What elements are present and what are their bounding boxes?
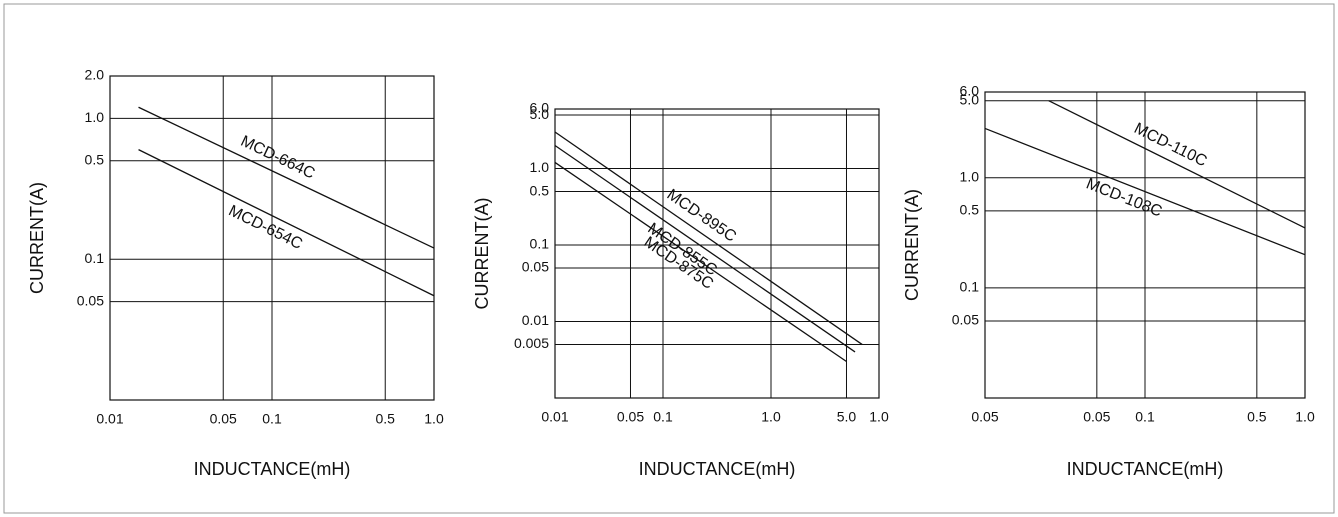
x-tick-label: 1.0: [1295, 409, 1315, 425]
x-tick-label: 1.0: [424, 411, 444, 427]
x-tick-label: 0.5: [1247, 409, 1267, 425]
series-label: MCD-110C: [1131, 120, 1209, 170]
y-tick-label: 6.0: [530, 100, 550, 116]
x-tick-label: 1.0: [869, 409, 889, 425]
x-tick-label: 0.05: [210, 411, 237, 427]
y-tick-label: 5.0: [960, 91, 980, 107]
y-tick-label: 0.05: [77, 292, 104, 308]
y-tick-label: 0.005: [514, 335, 549, 351]
y-tick-label: 0.1: [960, 279, 980, 295]
series-line: [554, 131, 863, 346]
x-axis-title: INDUCTANCE(mH): [639, 459, 796, 479]
series-line: [984, 127, 1306, 256]
x-tick-label: 0.01: [541, 409, 568, 425]
y-axis-title: CURRENT(A): [902, 189, 922, 301]
x-tick-label: 0.05: [617, 409, 644, 425]
series-line: [554, 144, 856, 353]
y-axis-title: CURRENT(A): [27, 182, 47, 294]
x-axis-title: INDUCTANCE(mH): [194, 459, 351, 479]
x-tick-label: 0.05: [1083, 409, 1110, 425]
series-label: MCD-108C: [1084, 175, 1165, 220]
x-tick-label: 0.01: [96, 411, 123, 427]
y-tick-label: 0.5: [85, 151, 105, 167]
plot-area: [554, 108, 880, 399]
y-tick-label: 0.5: [530, 182, 550, 198]
y-tick-label: 5.0: [530, 106, 550, 122]
x-tick-label: 0.5: [375, 411, 395, 427]
y-tick-label: 0.1: [530, 236, 550, 252]
x-tick-label: 0.05: [971, 409, 998, 425]
x-tick-label: 0.1: [262, 411, 282, 427]
y-tick-label: 2.0: [85, 67, 105, 83]
series-line: [138, 149, 435, 297]
y-tick-label: 1.0: [960, 168, 980, 184]
series-label: MCD-664C: [238, 133, 318, 183]
frame: [3, 3, 1335, 514]
series-label: MCD-654C: [226, 202, 305, 253]
x-tick-label: 0.1: [1135, 409, 1155, 425]
series-line: [138, 106, 435, 249]
y-tick-label: 0.5: [960, 202, 980, 218]
y-tick-label: 1.0: [530, 159, 550, 175]
series-line: [1048, 100, 1306, 229]
x-axis-title: INDUCTANCE(mH): [1067, 459, 1224, 479]
y-tick-label: 0.05: [522, 259, 549, 275]
x-tick-label: 1.0: [761, 409, 781, 425]
series-line: [554, 161, 847, 363]
y-tick-label: 0.01: [522, 312, 549, 328]
x-tick-label: 0.1: [653, 409, 673, 425]
y-axis-title: CURRENT(A): [472, 198, 492, 310]
y-tick-label: 1.0: [85, 109, 105, 125]
x-tick-label: 5.0: [837, 409, 857, 425]
y-tick-label: 0.05: [952, 312, 979, 328]
y-tick-label: 0.1: [85, 250, 105, 266]
y-tick-label: 6.0: [960, 83, 980, 99]
